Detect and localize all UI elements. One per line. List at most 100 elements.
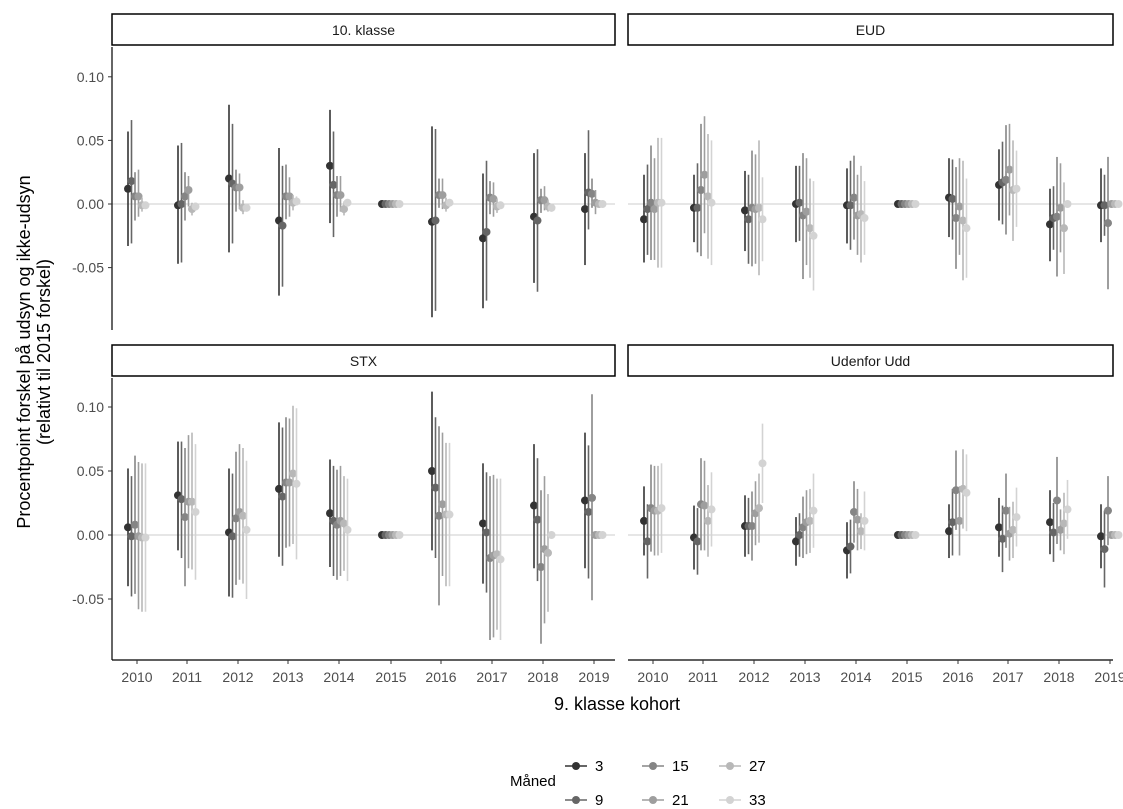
legend-label: 9 [595, 792, 603, 809]
estimate-point [700, 501, 709, 510]
estimate-point [496, 201, 505, 210]
estimate-point [598, 200, 607, 208]
panel-stx: STX [111, 344, 616, 644]
estimate-point [945, 527, 953, 536]
estimate-point [544, 548, 552, 557]
estimate-point [1002, 175, 1010, 184]
estimate-point [242, 203, 251, 212]
estimate-point [588, 189, 596, 198]
series-month-21 [650, 460, 1116, 561]
estimate-point [438, 500, 447, 509]
estimate-point [177, 200, 186, 208]
y-axis-title: Procentpoint forskel på udsyn og ikke-ud… [14, 175, 54, 528]
y-tick-label: -0.05 [72, 591, 104, 607]
estimate-point [540, 196, 549, 205]
estimate-point [533, 515, 542, 524]
estimate-point [289, 469, 297, 478]
estimate-point [850, 507, 858, 516]
estimate-point [1100, 545, 1109, 554]
x-tick-label: 2011 [172, 669, 202, 685]
x-tick-label: 2011 [688, 669, 718, 685]
estimate-point [285, 478, 294, 487]
series-month-15 [131, 394, 596, 644]
legend-key-point [726, 762, 734, 770]
estimate-point [584, 507, 593, 516]
legend-label: 27 [749, 758, 766, 775]
x-tick-label: 2010 [121, 669, 152, 685]
estimate-point [124, 523, 132, 532]
facet-strip-label: 10. klasse [332, 22, 395, 38]
estimate-point [228, 532, 237, 541]
estimate-point [1097, 532, 1105, 541]
series-month-27 [654, 449, 1119, 559]
estimate-point [809, 231, 818, 240]
series-month-9 [643, 488, 1109, 588]
estimate-point [340, 205, 348, 214]
panel-udenfor-udd: Udenfor Udd [627, 344, 1123, 588]
x-axis-title: 9. klasse kohort [554, 694, 680, 714]
x-tick-label: 2013 [789, 669, 820, 685]
estimate-point [242, 525, 251, 534]
estimate-point [755, 504, 763, 513]
estimate-point [482, 528, 491, 537]
estimate-point [395, 531, 404, 539]
legend-key-point [649, 796, 657, 804]
estimate-point [292, 479, 301, 488]
estimate-point [431, 216, 440, 225]
estimate-point [124, 184, 132, 193]
estimate-point [1046, 518, 1054, 527]
series-month-21 [134, 169, 600, 217]
estimate-point [1005, 165, 1014, 174]
series-month-15 [131, 164, 596, 221]
estimate-point [479, 519, 487, 528]
facet-strip [111, 13, 616, 46]
estimate-point [758, 215, 767, 224]
series-month-33 [657, 423, 1123, 553]
series-month-33 [141, 196, 607, 212]
estimate-point [329, 180, 338, 189]
estimate-point [235, 183, 244, 192]
estimate-point [438, 191, 447, 200]
estimate-point [1012, 513, 1021, 522]
estimate-point [489, 194, 498, 203]
legend: Måned 3 9 15 21 27 33 [510, 758, 766, 809]
estimate-point [530, 501, 538, 510]
estimate-point [431, 483, 440, 492]
estimate-point [647, 198, 655, 207]
estimate-point [850, 193, 858, 202]
estimate-point [758, 459, 767, 468]
estimate-point [860, 213, 869, 222]
estimate-point [191, 507, 200, 516]
estimate-point [707, 505, 716, 514]
panel-10-klasse: 10. klasse [111, 13, 616, 318]
facet-strip-label: Udenfor Udd [831, 353, 910, 369]
x-tick-label: 2013 [272, 669, 303, 685]
legend-label: 15 [672, 758, 689, 775]
estimate-point [846, 542, 855, 551]
series-month-3 [124, 391, 589, 597]
estimate-point [395, 200, 404, 208]
series-month-9 [127, 120, 593, 311]
series-month-9 [127, 417, 593, 598]
x-tick-label: 2018 [1043, 669, 1074, 685]
series-month-15 [647, 450, 1112, 561]
series-month-33 [657, 137, 1123, 291]
estimate-point [292, 197, 301, 206]
estimate-point [643, 205, 652, 214]
estimate-point [998, 534, 1007, 543]
estimate-point [657, 504, 666, 513]
y-tick-label: -0.05 [72, 260, 104, 276]
series-month-33 [141, 408, 607, 640]
estimate-point [693, 537, 702, 546]
x-tick-label: 2010 [637, 669, 668, 685]
estimate-point [445, 510, 454, 519]
y-tick-label: 0.05 [77, 132, 104, 148]
estimate-point [278, 221, 287, 230]
estimate-point [693, 203, 702, 212]
series-month-3 [640, 486, 1105, 579]
estimate-point [792, 537, 800, 546]
estimate-point [181, 192, 189, 201]
y-tick-label: 0.05 [77, 463, 104, 479]
y-tick-label: 0.00 [77, 527, 104, 543]
estimate-point [581, 496, 589, 505]
